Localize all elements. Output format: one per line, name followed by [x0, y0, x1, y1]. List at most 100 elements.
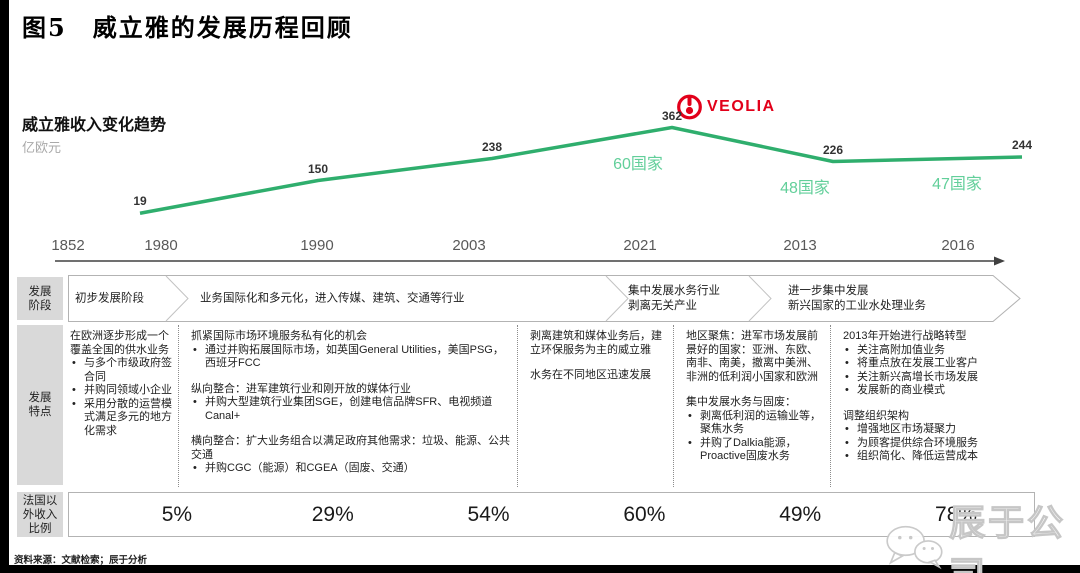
bullet-dot: • [193, 396, 197, 408]
revenue-line [139, 125, 1023, 215]
veolia-logo: VEOLIA [676, 92, 776, 121]
feature-bullet-text: 与多个市级政府签合同 [84, 357, 172, 383]
feature-gap [191, 423, 511, 435]
feature-bullet-item: • 关注新兴高增长市场发展 [843, 371, 1029, 385]
bullet-dot: • [72, 397, 76, 410]
feature-bullet-item: • 并购了Dalkia能源，Proactive固废水务 [686, 437, 824, 464]
feature-column: 在欧洲逐步形成一个覆盖全国的供水业务 • 与多个市级政府签合同 • 并购同领域小企业 • 采… [68, 325, 178, 487]
data-point-value: 226 [822, 142, 844, 157]
feature-column: 2013年开始进行战略转型 • 关注高附加值业务 • 将重点放在发展工业客户 • 关注新兴高… [830, 325, 1035, 487]
feature-bullet-text: 关注新兴高增长市场发展 [857, 370, 978, 383]
bottom-black-bar [0, 565, 1080, 573]
feature-bullet-item: • 与多个市级政府签合同 [70, 357, 172, 384]
stage-segment-text: 进一步集中发展 新兴国家的工业水处理业务 [788, 284, 926, 312]
source-note: 资料来源：文献检索；辰于分析 [14, 555, 148, 566]
revenue-share-row: 5% 29% 54% 60% 49% 78% [68, 492, 1035, 537]
bullet-dot: • [845, 423, 849, 435]
feature-paragraph: 抓紧国际市场环境服务私有化的机会 [191, 330, 367, 342]
development-features-table: 在欧洲逐步形成一个覆盖全国的供水业务 • 与多个市级政府签合同 • 并购同领域小企业 • 采… [68, 325, 1035, 487]
row-label-stages: 发展 阶段 [17, 277, 63, 320]
data-point-value: 362 [661, 108, 683, 123]
feature-bullet-item: • 组织简化、降低运营成本 [843, 450, 1029, 464]
axis-year-label: 1852 [51, 237, 85, 254]
axis-year-label: 1990 [300, 237, 334, 254]
revenue-share-value: 60% [623, 502, 666, 526]
country-count-label: 60国家 [613, 156, 663, 173]
feature-paragraph: 地区聚焦：进军市场发展前景好的国家：亚洲、东欧、南非、南美，撤离中美洲、非洲的低… [686, 330, 818, 383]
veolia-circle-icon [677, 94, 702, 120]
revenue-share-value: 5% [161, 502, 193, 526]
axis-year-label: 2003 [452, 237, 486, 254]
row-label-revenue-share: 法国以 外收入 比例 [17, 492, 63, 537]
country-count-label: 48国家 [780, 180, 830, 197]
data-point-value: 238 [481, 139, 503, 154]
feature-bullet-text: 并购大型建筑行业集团SGE，创建电信品牌SFR、电视频道Canal+ [205, 396, 493, 422]
feature-gap [843, 398, 1029, 410]
data-point-value: 244 [1011, 138, 1033, 152]
revenue-line-chart [55, 125, 1023, 266]
data-point-value: 150 [307, 161, 329, 176]
feature-bullet-item: • 关注高附加值业务 [843, 344, 1029, 358]
country-count-label: 47国家 [932, 176, 982, 193]
revenue-share-value: 78% [935, 502, 978, 526]
bullet-dot: • [845, 450, 849, 462]
feature-bullet-item: • 发展新的商业模式 [843, 384, 1029, 398]
stage-chevron-shape [68, 275, 1021, 322]
stage-segment-text: 集中发展水务行业 剥离无关产业 [628, 284, 720, 312]
veolia-logo-text: VEOLIA [707, 97, 776, 115]
feature-paragraph: 2013年开始进行战略转型 [843, 330, 967, 342]
feature-bullet-item: • 将重点放在发展工业客户 [843, 357, 1029, 371]
feature-bullet-item: • 增强地区市场凝聚力 [843, 423, 1029, 437]
axis-year-label: 2016 [941, 237, 975, 254]
feature-bullet-item: • 通过并购拓展国际市场，如英国General Utilities，美国PSG，西… [191, 344, 511, 371]
stage-segment-text: 业务国际化和多元化，进入传媒、建筑、交通等行业 [200, 292, 465, 304]
feature-gap [686, 384, 824, 396]
revenue-share-value: 29% [311, 502, 354, 526]
feature-bullet-text: 将重点放在发展工业客户 [857, 357, 978, 369]
bullet-dot: • [688, 436, 692, 449]
feature-bullet-item: • 并购同领域小企业 [70, 384, 172, 398]
chart-unit-label: 亿欧元 [22, 141, 62, 156]
feature-paragraph: 在欧洲逐步形成一个覆盖全国的供水业务 [70, 330, 169, 356]
chart-subtitle: 威立雅收入变化趋势 [22, 115, 167, 134]
bullet-dot: • [688, 409, 692, 422]
bullet-dot: • [845, 370, 849, 383]
feature-bullet-text: 发展新的商业模式 [857, 384, 945, 396]
stage-segment-text: 初步发展阶段 [75, 292, 144, 304]
feature-paragraph: 剥离建筑和媒体业务后，建立环保服务为主的威立雅 [530, 330, 662, 356]
feature-bullet-text: 为顾客提供综合环境服务 [857, 436, 978, 449]
feature-bullet-text: 并购CGC（能源）和CGEA（固废、交通） [205, 462, 415, 474]
feature-bullet-text: 关注高附加值业务 [857, 343, 945, 356]
feature-paragraph: 纵向整合：进军建筑行业和刚开放的媒体行业 [191, 382, 411, 395]
feature-bullet-item: • 并购CGC（能源）和CGEA（固废、交通） [191, 462, 511, 476]
development-stage-band: 初步发展阶段 业务国际化和多元化，进入传媒、建筑、交通等行业 集中发展水务行业 剥离… [68, 275, 1035, 322]
feature-column: 剥离建筑和媒体业务后，建立环保服务为主的威立雅水务在不同地区迅速发展 [517, 325, 673, 487]
feature-gap [530, 357, 667, 369]
axis-year-label: 2021 [623, 237, 657, 254]
feature-bullet-item: • 剥离低利润的运输业等，聚焦水务 [686, 410, 824, 437]
axis-year-label: 1980 [144, 237, 178, 254]
feature-bullet-item: • 为顾客提供综合环境服务 [843, 437, 1029, 451]
axis-year-label: 2013 [783, 237, 817, 254]
bullet-dot: • [72, 357, 76, 369]
feature-bullet-text: 并购同领域小企业 [84, 384, 172, 396]
feature-gap [191, 371, 511, 383]
feature-bullet-text: 增强地区市场凝聚力 [857, 423, 956, 435]
feature-bullet-item: • 采用分散的运营模式满足多元的地方化需求 [70, 398, 172, 439]
revenue-share-value: 49% [779, 502, 822, 526]
feature-paragraph: 水务在不同地区迅速发展 [530, 369, 651, 381]
feature-column: 抓紧国际市场环境服务私有化的机会 • 通过并购拓展国际市场，如英国General U… [178, 325, 517, 487]
page-title: 图5 威立雅的发展历程回顾 [22, 13, 353, 42]
bullet-dot: • [193, 343, 197, 356]
data-point-value: 19 [133, 194, 147, 209]
feature-bullet-text: 剥离低利润的运输业等，聚焦水务 [700, 409, 821, 436]
feature-bullet-text: 采用分散的运营模式满足多元的地方化需求 [84, 397, 172, 437]
left-black-bar [0, 0, 9, 573]
feature-bullet-text: 并购了Dalkia能源，Proactive固废水务 [700, 436, 797, 463]
revenue-share-value: 54% [467, 502, 510, 526]
feature-paragraph: 集中发展水务与固废： [686, 396, 796, 408]
bullet-dot: • [845, 343, 849, 356]
feature-paragraph: 横向整合：扩大业务组合以满足政府其他需求：垃圾、能源、公共交通 [191, 435, 510, 461]
feature-bullet-text: 组织简化、降低运营成本 [857, 450, 978, 462]
